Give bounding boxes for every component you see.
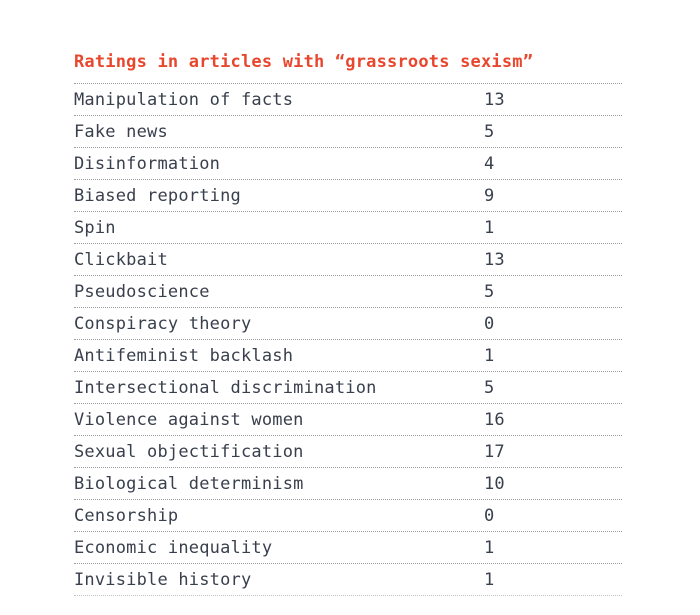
table-row: Fake news 5 [74, 116, 622, 148]
page-title: Ratings in articles with “grassroots sex… [74, 52, 534, 72]
row-label: Biological determinism [74, 473, 304, 494]
table-row: Invisible history 1 [74, 564, 622, 596]
table-row: Economic inequality 1 [74, 532, 622, 564]
table-row: Spin 1 [74, 212, 622, 244]
row-label: Sexual objectification [74, 441, 304, 462]
row-value: 1 [484, 569, 495, 590]
row-label: Antifeminist backlash [74, 345, 294, 366]
row-value: 13 [484, 249, 505, 270]
table-row: Clickbait 13 [74, 244, 622, 276]
row-label: Economic inequality [74, 537, 273, 558]
row-value: 0 [484, 313, 495, 334]
table-row: Disinformation 4 [74, 148, 622, 180]
row-value: 16 [484, 409, 505, 430]
row-value: 1 [484, 345, 495, 366]
table-row: Violence against women 16 [74, 404, 622, 436]
table-row: Pseudoscience 5 [74, 276, 622, 308]
row-label: Fake news [74, 121, 168, 142]
row-label: Censorship [74, 505, 179, 526]
row-value: 1 [484, 537, 495, 558]
row-value: 4 [484, 153, 495, 174]
row-label: Pseudoscience [74, 281, 210, 302]
table-row: Sexual objectification 17 [74, 436, 622, 468]
table-row: Biased reporting 9 [74, 180, 622, 212]
row-label: Biased reporting [74, 185, 241, 206]
row-value: 1 [484, 217, 495, 238]
row-label: Conspiracy theory [74, 313, 252, 334]
ratings-panel: Ratings in articles with “grassroots sex… [74, 50, 622, 596]
table-row: Manipulation of facts 13 [74, 84, 622, 116]
table-row: Biological determinism 10 [74, 468, 622, 500]
row-label: Manipulation of facts [74, 89, 294, 110]
row-value: 5 [484, 281, 495, 302]
row-value: 17 [484, 441, 505, 462]
table-row: Censorship 0 [74, 500, 622, 532]
row-label: Spin [74, 217, 116, 238]
table-row: Conspiracy theory 0 [74, 308, 622, 340]
row-label: Intersectional discrimination [74, 377, 377, 398]
ratings-table: Manipulation of facts 13 Fake news 5 Disinfo… [74, 83, 622, 596]
row-label: Violence against women [74, 409, 304, 430]
row-value: 5 [484, 377, 495, 398]
row-label: Invisible history [74, 569, 252, 590]
row-value: 9 [484, 185, 495, 206]
row-value: 5 [484, 121, 495, 142]
row-label: Disinformation [74, 153, 221, 174]
row-value: 0 [484, 505, 495, 526]
row-label: Clickbait [74, 249, 168, 270]
table-row: Intersectional discrimination 5 [74, 372, 622, 404]
row-value: 13 [484, 89, 505, 110]
table-row: Antifeminist backlash 1 [74, 340, 622, 372]
row-value: 10 [484, 473, 505, 494]
